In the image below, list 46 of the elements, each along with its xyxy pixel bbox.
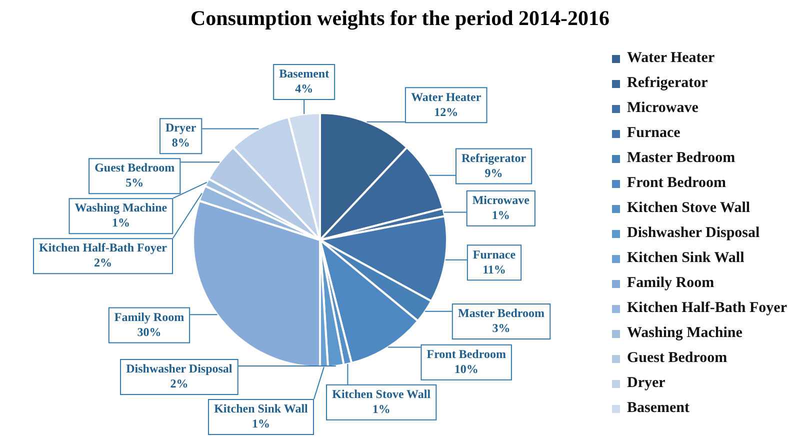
- slice-label: Basement: [279, 66, 330, 81]
- slice-label: Guest Bedroom: [94, 160, 175, 175]
- legend-label: Guest Bedroom: [627, 350, 728, 367]
- data-label: 9%: [484, 166, 503, 180]
- legend-label: Kitchen Sink Wall: [627, 250, 744, 267]
- data-label: 1%: [492, 208, 510, 222]
- legend-label: Microwave: [627, 100, 698, 117]
- legend-label: Dishwasher Disposal: [627, 225, 760, 242]
- slice-label: Kitchen Stove Wall: [332, 387, 432, 402]
- slice-label: Refrigerator: [461, 150, 527, 165]
- slice-label: Master Bedroom: [458, 306, 545, 320]
- data-label: 8%: [172, 136, 190, 150]
- legend-label: Furnace: [627, 125, 680, 142]
- slice-label: Dryer: [166, 120, 197, 135]
- chart-title: Consumption weights for the period 2014-2016: [189, 6, 611, 31]
- data-label: 2%: [94, 256, 112, 270]
- data-label: 2%: [170, 376, 188, 391]
- data-label: 11%: [482, 262, 506, 276]
- data-label: 3%: [492, 321, 510, 336]
- legend-label: Water Heater: [627, 50, 715, 67]
- data-label: 5%: [126, 176, 144, 190]
- slice-label: Kitchen Half-Bath Foyer: [39, 240, 168, 255]
- slice-label: Dishwasher Disposal: [126, 362, 233, 376]
- data-label: 1%: [112, 216, 130, 230]
- slice-label: Microwave: [472, 192, 530, 207]
- slice-label: Furnace: [472, 247, 516, 262]
- data-label: 30%: [137, 324, 162, 339]
- slice-label: Front Bedroom: [426, 347, 506, 362]
- slice-label: Kitchen Sink Wall: [214, 402, 309, 416]
- legend-label: Front Bedroom: [627, 175, 726, 192]
- slice-label: Water Heater: [411, 90, 482, 104]
- data-label: 10%: [454, 362, 478, 376]
- legend-label: Dryer: [627, 375, 666, 392]
- legend-label: Basement: [627, 400, 690, 417]
- legend-label: Kitchen Stove Wall: [627, 200, 750, 217]
- slice-label: Washing Machine: [74, 200, 168, 215]
- legend-label: Master Bedroom: [627, 150, 736, 167]
- legend-label: Kitchen Half-Bath Foyer: [627, 300, 787, 317]
- data-label: 12%: [434, 104, 458, 119]
- legend-label: Family Room: [627, 275, 714, 292]
- legend-label: Washing Machine: [627, 325, 742, 342]
- data-label: 1%: [372, 402, 390, 416]
- legend-label: Refrigerator: [627, 75, 708, 92]
- data-label: 4%: [295, 82, 314, 96]
- data-label: 1%: [252, 416, 270, 431]
- slice-label: Family Room: [114, 310, 184, 324]
